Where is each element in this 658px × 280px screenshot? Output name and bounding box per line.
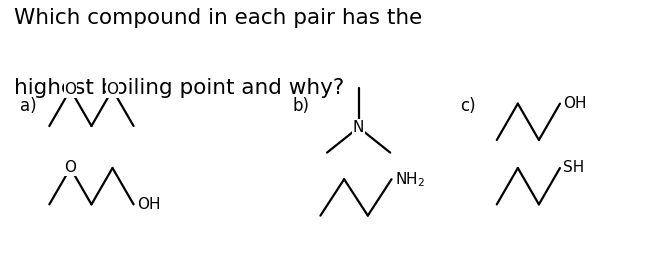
Text: c): c) <box>461 97 476 115</box>
Text: SH: SH <box>563 160 584 176</box>
Text: O: O <box>107 82 118 97</box>
Text: b): b) <box>293 97 310 115</box>
Text: highest boiling point and why?: highest boiling point and why? <box>14 78 345 98</box>
Text: O: O <box>64 82 76 97</box>
Text: O: O <box>64 160 76 176</box>
Text: NH$_2$: NH$_2$ <box>395 170 426 188</box>
Text: OH: OH <box>563 96 587 111</box>
Text: a): a) <box>20 97 36 115</box>
Text: N: N <box>353 120 365 135</box>
Text: Which compound in each pair has the: Which compound in each pair has the <box>14 8 422 28</box>
Text: OH: OH <box>137 197 161 212</box>
